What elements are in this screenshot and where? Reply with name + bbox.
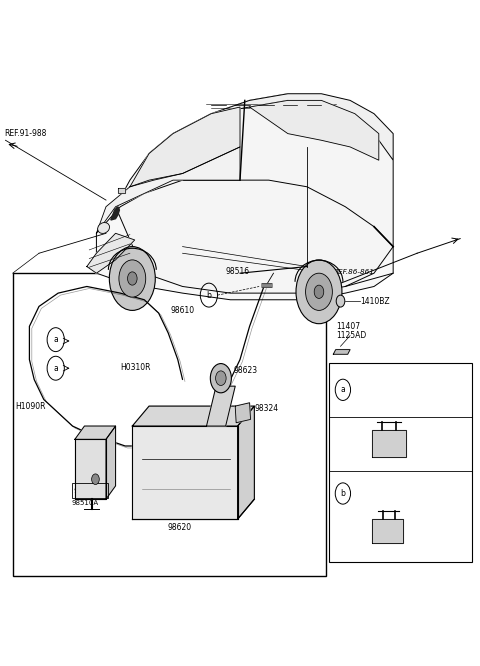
Circle shape [296, 260, 342, 324]
Polygon shape [87, 233, 135, 273]
Circle shape [128, 272, 137, 285]
Polygon shape [333, 350, 350, 354]
Polygon shape [130, 107, 240, 186]
Text: REF.91-988: REF.91-988 [4, 129, 47, 138]
Polygon shape [250, 101, 379, 161]
Polygon shape [118, 188, 125, 193]
Ellipse shape [97, 222, 109, 233]
Text: 98653: 98653 [357, 386, 384, 394]
Text: 98661G: 98661G [357, 489, 390, 498]
Text: 1125AD: 1125AD [336, 331, 366, 340]
Bar [328, 363, 472, 562]
Circle shape [314, 285, 324, 298]
Text: a: a [53, 364, 58, 373]
Text: 1410BZ: 1410BZ [360, 296, 390, 306]
Polygon shape [75, 426, 116, 440]
Polygon shape [106, 426, 116, 499]
Text: 98610: 98610 [170, 306, 195, 315]
Text: b: b [206, 290, 211, 300]
Polygon shape [372, 519, 403, 543]
Text: REF.86-861: REF.86-861 [333, 269, 374, 275]
Text: b: b [340, 489, 345, 498]
Polygon shape [235, 403, 251, 423]
Circle shape [306, 273, 332, 310]
Circle shape [119, 260, 146, 297]
Polygon shape [96, 180, 393, 300]
Text: 98620: 98620 [167, 523, 192, 532]
Text: H0310R: H0310R [120, 363, 151, 372]
Polygon shape [238, 406, 254, 519]
Bar [72, 484, 108, 498]
Polygon shape [111, 206, 120, 220]
Bar [12, 273, 326, 575]
Circle shape [210, 364, 231, 393]
Circle shape [109, 246, 156, 310]
Text: a: a [53, 335, 58, 344]
Text: 98622: 98622 [136, 503, 158, 509]
Polygon shape [116, 94, 393, 293]
Circle shape [92, 474, 99, 485]
Polygon shape [149, 94, 393, 161]
Text: 11407: 11407 [336, 322, 360, 331]
Text: 98516: 98516 [226, 266, 250, 276]
Text: 98510A: 98510A [72, 500, 99, 506]
Polygon shape [96, 147, 240, 233]
Polygon shape [132, 406, 254, 426]
Text: 98324: 98324 [254, 404, 278, 414]
Circle shape [216, 371, 226, 386]
Polygon shape [75, 440, 106, 499]
Text: a: a [340, 386, 345, 394]
Text: 98515A: 98515A [73, 488, 100, 494]
Circle shape [336, 295, 345, 307]
Text: 98623: 98623 [234, 366, 258, 376]
Polygon shape [206, 386, 235, 426]
Polygon shape [372, 430, 406, 457]
Polygon shape [132, 426, 238, 519]
Text: H1090R: H1090R [15, 402, 46, 411]
